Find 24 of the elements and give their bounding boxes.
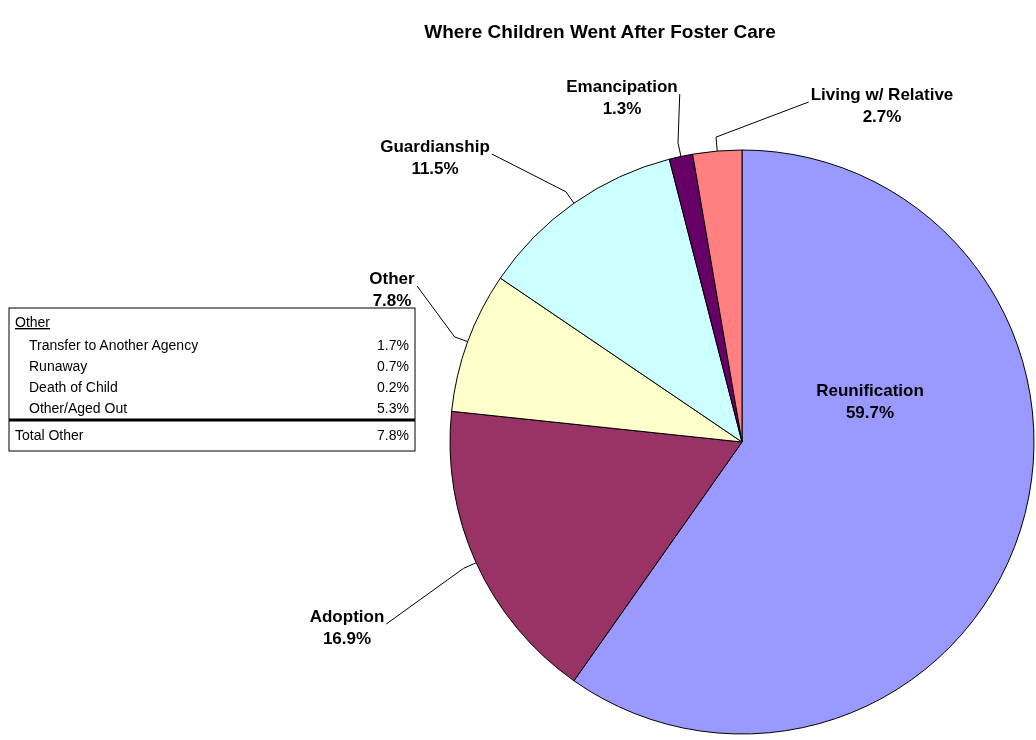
text: Death of Child — [29, 379, 118, 395]
data-label: 1.3% — [602, 99, 642, 118]
text: Other/Aged Out — [29, 400, 128, 416]
data-label: 11.5% — [411, 159, 459, 178]
text: 5.3% — [377, 400, 409, 416]
slice-label: Adoption — [309, 607, 385, 626]
text: 1.7% — [377, 337, 409, 353]
slice-label: Emancipation — [566, 77, 678, 96]
slice-label: Guardianship — [380, 137, 490, 156]
data-label: 16.9% — [322, 629, 372, 648]
text: Other — [15, 314, 51, 330]
text: 7.8% — [377, 427, 409, 443]
text: Transfer to Another Agency — [29, 337, 199, 353]
data-label: 7.8% — [372, 291, 412, 310]
text: Runaway — [29, 358, 88, 374]
data-label: 2.7% — [862, 107, 902, 126]
slice-label: Other — [369, 269, 416, 288]
text: Total Other — [15, 427, 84, 443]
text: 0.7% — [377, 358, 409, 374]
text: 0.2% — [377, 379, 409, 395]
slice-label: Reunification — [816, 381, 924, 400]
chart-title: Where Children Went After Foster Care — [424, 21, 776, 42]
data-label: 59.7% — [845, 403, 895, 422]
slice-label: Living w/ Relative — [810, 85, 954, 104]
